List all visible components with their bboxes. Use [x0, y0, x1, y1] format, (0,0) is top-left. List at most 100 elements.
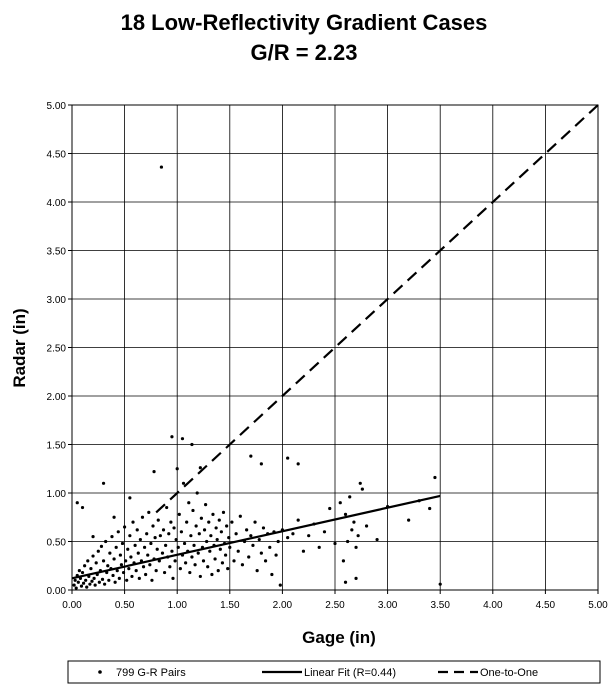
one-to-one-line	[155, 104, 599, 514]
scatter-point	[348, 495, 352, 499]
y-tick-label: 3.00	[47, 295, 67, 306]
scatter-point	[196, 551, 200, 555]
scatter-point	[198, 466, 202, 470]
scatter-point	[180, 437, 185, 441]
scatter-point	[99, 544, 104, 548]
scatter-point	[149, 541, 153, 546]
scatter-point	[182, 541, 187, 546]
scatter-point	[263, 559, 268, 563]
scatter-point	[162, 570, 167, 575]
y-tick-label: 4.00	[47, 198, 67, 209]
chart-title-line1: 18 Low-Reflectivity Gradient Cases	[120, 10, 488, 35]
x-tick-label: 4.50	[536, 600, 556, 611]
scatter-point	[150, 578, 154, 582]
scatter-point	[209, 534, 213, 538]
scatter-point	[133, 543, 137, 547]
scatter-point	[141, 565, 146, 569]
y-axis-label: Radar (in)	[10, 308, 29, 387]
scatter-point	[91, 535, 95, 539]
scatter-point	[220, 561, 225, 565]
scatter-point	[438, 582, 442, 586]
scatter-point	[228, 545, 232, 549]
scatter-point	[341, 559, 346, 563]
scatter-point	[433, 475, 437, 480]
scatter-point	[84, 578, 88, 582]
y-tick-label: 2.00	[47, 392, 67, 403]
scatter-point	[230, 520, 234, 524]
scatter-point	[173, 559, 177, 563]
scatter-point	[191, 508, 195, 513]
scatter-point	[217, 518, 221, 522]
scatter-point	[249, 534, 253, 538]
legend-label: 799 G-R Pairs	[116, 667, 186, 679]
scatter-point	[286, 456, 290, 460]
scatter-point	[253, 520, 257, 524]
scatter-point	[116, 530, 120, 534]
x-tick-label: 2.00	[273, 600, 293, 611]
scatter-point	[226, 567, 230, 571]
scatter-point	[155, 547, 159, 551]
scatter-point	[232, 559, 236, 563]
scatter-point	[221, 510, 226, 514]
scatter-point	[158, 534, 162, 538]
y-tick-label: 5.00	[47, 101, 67, 112]
scatter-point	[188, 570, 192, 575]
linear-fit-line	[71, 494, 441, 580]
scatter-point	[205, 539, 209, 544]
scatter-point	[123, 525, 127, 529]
scatter-point	[201, 559, 206, 563]
scatter-point	[125, 578, 129, 582]
scatter-point	[219, 530, 223, 534]
chart-subtitle: G/R = 2.23	[250, 40, 358, 65]
scatter-point	[135, 528, 139, 532]
scatter-point	[134, 569, 138, 573]
scatter-point	[120, 541, 125, 546]
scatter-point	[118, 553, 122, 557]
series-layer	[71, 104, 599, 590]
scatter-point	[278, 583, 282, 587]
scatter-point	[268, 545, 272, 549]
scatter-point	[142, 545, 147, 549]
chart-title: 18 Low-Reflectivity Gradient Cases G/R =…	[0, 8, 608, 68]
x-tick-label: 3.00	[378, 600, 398, 611]
scatter-point	[247, 555, 251, 559]
scatter-point	[189, 534, 193, 538]
scatter-point	[216, 569, 220, 573]
scatter-point	[354, 576, 358, 580]
scatter-point	[181, 481, 186, 485]
scatter-point	[73, 578, 77, 582]
scatter-point	[79, 584, 84, 588]
scatter-point	[130, 574, 134, 579]
scatter-point	[234, 532, 238, 536]
scatter-point	[354, 545, 358, 549]
scatter-point	[119, 563, 124, 567]
scatter-point	[140, 515, 145, 519]
y-tick-label: 4.50	[47, 150, 67, 161]
scatter-point	[185, 520, 189, 524]
scatter-point	[356, 534, 360, 538]
scatter-point	[170, 435, 174, 439]
y-tick-label: 0.00	[47, 586, 67, 597]
scatter-point	[346, 539, 350, 544]
scatter-point	[206, 565, 210, 569]
scatter-point	[167, 532, 171, 536]
scatter-point	[227, 536, 231, 540]
scatter-point	[111, 573, 115, 578]
scatter-point	[215, 537, 219, 542]
scatter-point	[96, 549, 100, 553]
y-tick-label: 3.50	[47, 247, 67, 258]
scatter-point	[255, 569, 259, 573]
scatter-point	[213, 557, 217, 561]
scatter-point	[75, 501, 79, 505]
scatter-point	[91, 554, 95, 558]
scatter-point	[154, 569, 158, 573]
scatter-point	[174, 537, 178, 542]
scatter-point	[322, 530, 327, 534]
scatter-point	[317, 545, 321, 549]
tick-labels: 0.00 0.50 1.00 1.50 2.00 2.50 3.00 3.50 4.00 4.50…	[47, 101, 608, 611]
scatter-point	[208, 549, 212, 553]
scatter-point	[110, 535, 114, 539]
scatter-point	[259, 462, 263, 466]
scatter-point	[146, 553, 150, 557]
scatter-point	[245, 528, 249, 532]
